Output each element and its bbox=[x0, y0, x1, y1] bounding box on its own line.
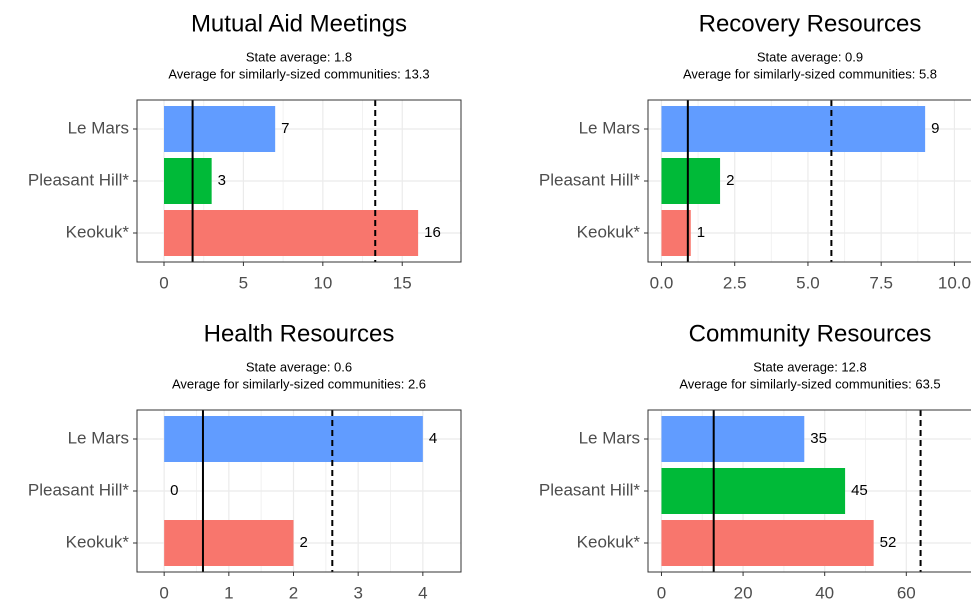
subtitle: Average for similarly-sized communities:… bbox=[679, 376, 940, 391]
value-label: 9 bbox=[931, 120, 939, 137]
value-label: 35 bbox=[810, 430, 827, 447]
x-tick-label: 4 bbox=[418, 583, 427, 602]
x-tick-label: 10.0 bbox=[938, 273, 971, 292]
y-tick-label: Le Mars bbox=[68, 118, 129, 137]
y-tick-label: Le Mars bbox=[68, 428, 129, 447]
chart-title: Community Resources bbox=[689, 320, 932, 347]
bar bbox=[661, 106, 926, 152]
x-tick-label: 40 bbox=[815, 583, 834, 602]
subtitle: State average: 1.8 bbox=[246, 49, 352, 64]
value-label: 16 bbox=[424, 224, 441, 241]
panel-border bbox=[647, 99, 971, 263]
panel-border bbox=[136, 99, 462, 263]
x-tick-label: 7.5 bbox=[869, 273, 893, 292]
subtitle: State average: 12.8 bbox=[753, 359, 866, 374]
y-tick-label: Pleasant Hill* bbox=[28, 480, 129, 499]
chart-title: Mutual Aid Meetings bbox=[191, 10, 407, 37]
value-label: 2 bbox=[726, 172, 734, 189]
panel-border bbox=[647, 409, 971, 573]
y-tick-label: Le Mars bbox=[579, 428, 640, 447]
value-label: 45 bbox=[851, 482, 868, 499]
x-tick-label: 10 bbox=[313, 273, 332, 292]
x-tick-label: 1 bbox=[224, 583, 233, 602]
value-label: 3 bbox=[218, 172, 226, 189]
y-tick-label: Keokuk* bbox=[66, 222, 130, 241]
y-tick-label: Pleasant Hill* bbox=[28, 170, 129, 189]
subtitle: State average: 0.6 bbox=[246, 359, 352, 374]
bar bbox=[164, 210, 419, 256]
value-label: 1 bbox=[697, 224, 705, 241]
bar bbox=[661, 158, 721, 204]
x-tick-label: 60 bbox=[897, 583, 916, 602]
bar bbox=[164, 520, 294, 566]
bar bbox=[661, 520, 874, 566]
value-label: 7 bbox=[281, 120, 289, 137]
bar bbox=[661, 210, 691, 256]
y-tick-label: Le Mars bbox=[579, 118, 640, 137]
x-tick-label: 2 bbox=[289, 583, 298, 602]
x-tick-label: 15 bbox=[393, 273, 412, 292]
x-tick-label: 0 bbox=[159, 273, 168, 292]
panel-border bbox=[136, 409, 462, 573]
bar bbox=[164, 158, 212, 204]
value-label: 0 bbox=[170, 482, 178, 499]
value-label: 4 bbox=[429, 430, 437, 447]
subtitle: State average: 0.9 bbox=[757, 49, 863, 64]
x-tick-label: 2.5 bbox=[723, 273, 747, 292]
y-tick-label: Pleasant Hill* bbox=[539, 170, 640, 189]
y-tick-label: Keokuk* bbox=[66, 532, 130, 551]
x-tick-label: 0.0 bbox=[650, 273, 674, 292]
bar bbox=[661, 468, 846, 514]
y-tick-label: Pleasant Hill* bbox=[539, 480, 640, 499]
y-tick-label: Keokuk* bbox=[577, 532, 641, 551]
subtitle: Average for similarly-sized communities:… bbox=[683, 66, 937, 81]
y-tick-label: Keokuk* bbox=[577, 222, 641, 241]
bar bbox=[164, 106, 276, 152]
x-tick-label: 0 bbox=[657, 583, 666, 602]
x-tick-label: 0 bbox=[159, 583, 168, 602]
subtitle: Average for similarly-sized communities:… bbox=[172, 376, 426, 391]
x-tick-label: 20 bbox=[734, 583, 753, 602]
chart-title: Health Resources bbox=[204, 320, 395, 347]
x-tick-label: 5.0 bbox=[796, 273, 820, 292]
value-label: 52 bbox=[880, 534, 897, 551]
chart-title: Recovery Resources bbox=[699, 10, 922, 37]
x-tick-label: 5 bbox=[239, 273, 248, 292]
bar bbox=[661, 416, 805, 462]
x-tick-label: 3 bbox=[353, 583, 362, 602]
subtitle: Average for similarly-sized communities:… bbox=[168, 66, 429, 81]
value-label: 2 bbox=[300, 534, 308, 551]
bar bbox=[164, 416, 423, 462]
